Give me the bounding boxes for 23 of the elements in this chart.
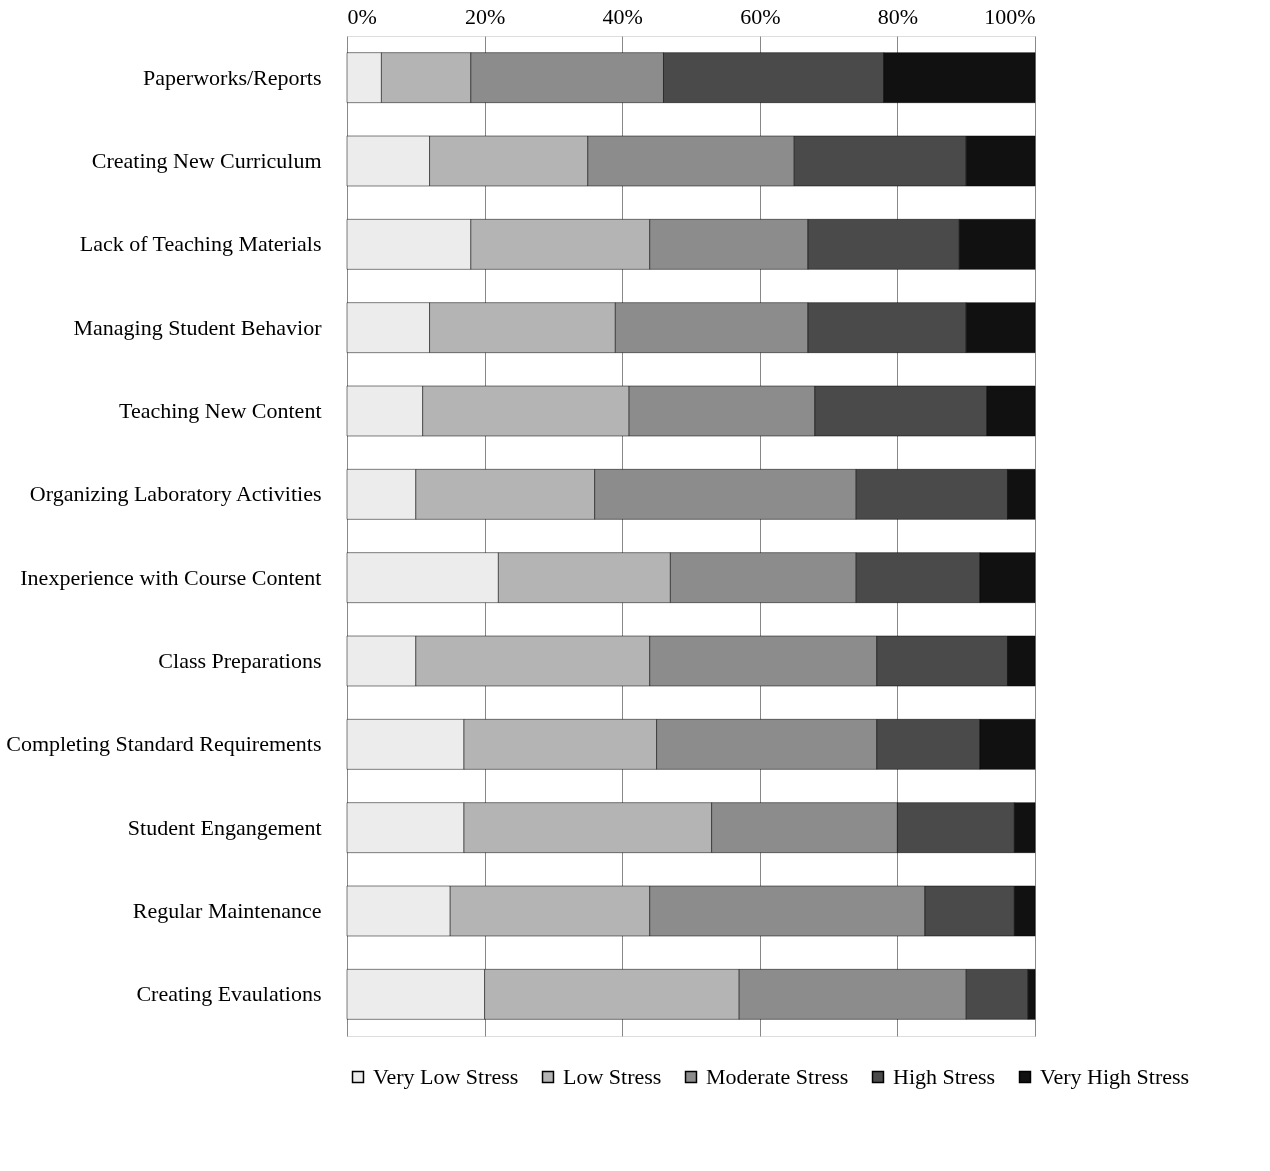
y-tick-label: Creating Evaulations [136,981,322,1007]
y-tick-label: Lack of Teaching Materials [79,231,322,257]
legend-label: Very High Stress [1040,1064,1190,1089]
x-tick-label: 0% [347,3,377,29]
y-tick-label: Inexperience with Course Content [20,564,322,590]
x-tick-label: 60% [740,3,781,29]
y-tick-label: Teaching New Content [118,398,322,423]
y-tick-label: Organizing Laboratory Activities [29,481,322,507]
legend-label: Moderate Stress [706,1064,849,1089]
x-tick-label: 20% [464,3,506,29]
legend-label: Very Low Stress [373,1064,519,1089]
y-tick-label: Paperworks/Reports [143,64,322,90]
y-tick-label: Class Preparations [158,648,322,673]
x-tick-label: 40% [602,3,643,29]
y-tick-label: Student Engangement [127,814,322,840]
y-tick-label: Regular Maintenance [132,898,322,923]
legend-label: High Stress [893,1064,996,1089]
x-tick-label: 80% [877,3,919,29]
y-tick-label: Completing Standard Requirements [6,731,322,757]
legend-label: Low Stress [563,1064,662,1089]
x-tick-label: 100% [984,3,1036,29]
y-tick-label: Managing Student Behavior [73,314,323,340]
y-tick-label: Creating New Curriculum [91,148,322,173]
